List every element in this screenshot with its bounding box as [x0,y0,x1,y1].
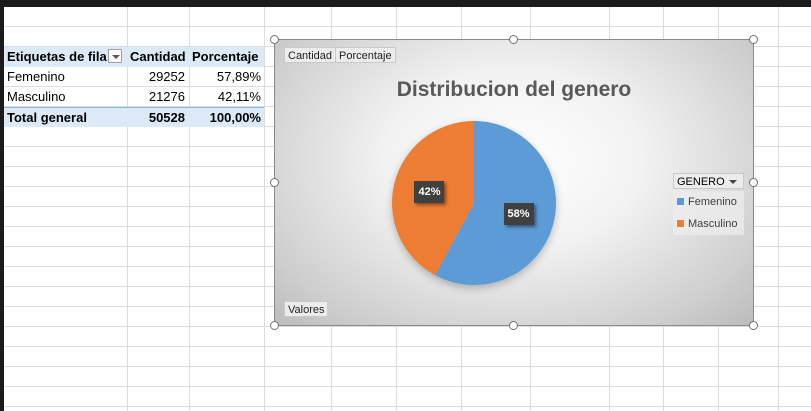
row-header-bar [0,7,4,411]
data-label-masculino[interactable]: 42% [414,180,445,203]
pivot-chart[interactable]: Cantidad Porcentaje Distribucion del gen… [274,39,754,326]
resize-handle-right[interactable] [749,178,758,187]
field-button-porcentaje[interactable]: Porcentaje [335,47,396,63]
resize-handle-top[interactable] [509,35,518,44]
dropdown-arrow-icon[interactable] [729,180,737,184]
legend-item-femenino[interactable]: Femenino [677,196,737,208]
legend-label: Masculino [688,218,738,230]
legend-field-button[interactable]: GENERO [673,173,744,189]
pivot-header-row-labels[interactable]: Etiquetas de fila [4,47,127,67]
resize-handle-top-left[interactable] [270,35,279,44]
legend-label: Femenino [688,196,737,208]
data-label-femenino[interactable]: 58% [503,203,534,226]
pivot-row-label[interactable]: Masculino [7,89,66,104]
pie-slice-femenino[interactable] [434,121,556,285]
pivot-header-label: Etiquetas de fila [7,49,107,64]
pivot-row-porcentaje[interactable]: 57,89% [216,69,261,84]
pivot-header-cantidad[interactable]: Cantidad [127,47,189,67]
row-divider [4,26,811,27]
chart-title[interactable]: Distribucion del genero [396,78,632,101]
column-divider [127,7,128,411]
legend-field-label: GENERO [677,176,725,188]
row-divider [4,366,811,367]
column-divider [189,7,190,411]
legend-swatch [677,198,684,205]
legend-item-masculino[interactable]: Masculino [677,218,738,230]
row-divider [4,326,811,327]
row-divider [4,406,811,407]
filter-dropdown-icon[interactable] [108,49,122,63]
row-divider [4,346,811,347]
pivot-row-cantidad[interactable]: 29252 [148,69,185,84]
values-field-button[interactable]: Valores [284,301,329,317]
resize-handle-left[interactable] [270,178,279,187]
resize-handle-top-right[interactable] [749,35,758,44]
legend-swatch [677,220,684,227]
resize-handle-bottom-left[interactable] [270,321,279,330]
pivot-total-porcentaje[interactable]: 100,00% [189,107,264,127]
pivot-total-label[interactable]: Total general [4,107,127,127]
pivot-total-cantidad[interactable]: 50528 [127,107,189,127]
pivot-row-porcentaje[interactable]: 42,11% [217,89,261,104]
pivot-row-label[interactable]: Femenino [7,69,65,84]
resize-handle-bottom[interactable] [509,321,518,330]
pivot-row-cantidad[interactable]: 21276 [148,89,185,104]
column-divider [778,7,779,411]
column-divider [264,7,265,411]
pivot-header-porcentaje[interactable]: Porcentaje [189,47,264,67]
chart-legend[interactable]: Femenino Masculino [673,191,744,235]
row-divider [4,386,811,387]
column-header-bar [0,0,811,7]
resize-handle-bottom-right[interactable] [749,321,758,330]
